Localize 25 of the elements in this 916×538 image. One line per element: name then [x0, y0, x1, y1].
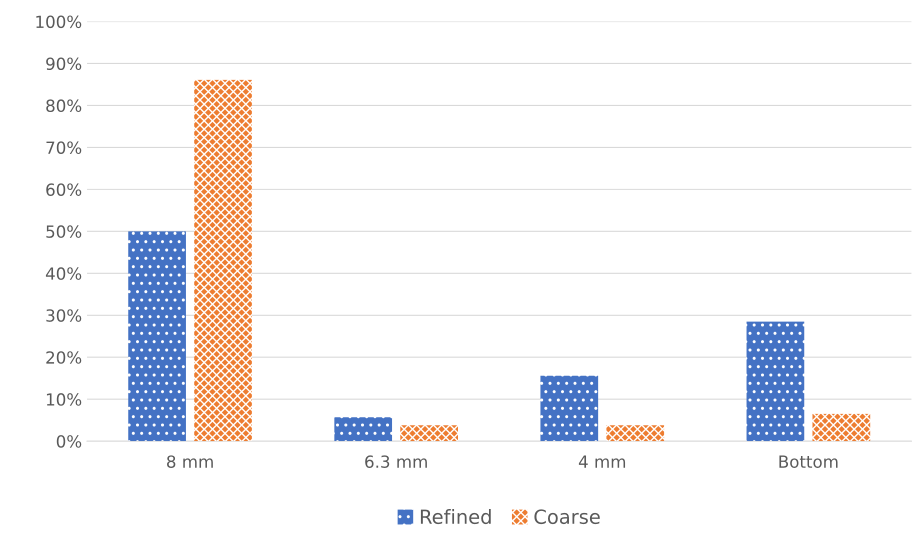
y-tick-label: 70%: [46, 141, 82, 154]
bar: [812, 414, 870, 442]
y-tick-label: 40%: [46, 267, 82, 280]
y-tick-label: 30%: [46, 309, 82, 322]
legend-label: Refined: [420, 509, 491, 524]
bar: [746, 322, 804, 442]
y-tick-label: 80%: [46, 99, 82, 112]
x-tick-label: 4 mm: [578, 456, 626, 468]
y-tick-label: 100%: [36, 15, 82, 28]
y-tick-label: 0%: [56, 435, 82, 448]
x-tick-label: Bottom: [779, 456, 838, 468]
y-tick-label: 60%: [46, 183, 82, 196]
bar: [606, 425, 664, 442]
x-tick-label: 6.3 mm: [365, 455, 427, 468]
bar: [128, 231, 186, 442]
y-tick-label: 20%: [46, 351, 82, 364]
bar: [400, 425, 458, 442]
y-tick-label: 90%: [46, 57, 82, 70]
bar: [334, 417, 392, 442]
bar: [194, 80, 252, 442]
y-tick-label: 10%: [46, 393, 82, 406]
bar: [540, 376, 598, 442]
y-tick-label: 50%: [46, 225, 82, 238]
x-tick-label: 8 mm: [167, 455, 213, 468]
legend-label: Coarse: [534, 509, 600, 524]
